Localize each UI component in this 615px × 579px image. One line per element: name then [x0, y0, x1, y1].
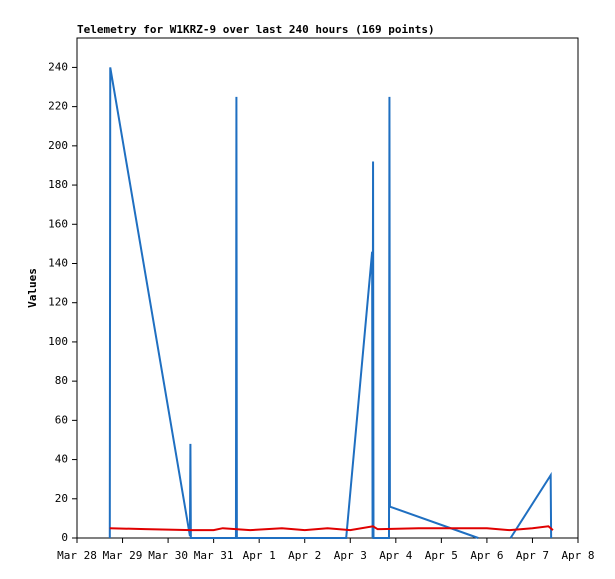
chart-title: Telemetry for W1KRZ-9 over last 240 hour…	[77, 23, 435, 36]
y-tick-label: 140	[48, 256, 68, 269]
x-tick-label: Apr 6	[470, 549, 503, 562]
y-tick-label: 240	[48, 60, 68, 73]
y-tick-label: 0	[61, 531, 68, 544]
x-tick-label: Apr 5	[425, 549, 458, 562]
y-tick-label: 100	[48, 335, 68, 348]
x-tick-label: Mar 30	[148, 549, 188, 562]
x-tick-label: Mar 29	[103, 549, 143, 562]
x-tick-label: Apr 8	[561, 549, 594, 562]
x-tick-label: Apr 2	[288, 549, 321, 562]
series-line	[108, 67, 553, 539]
y-tick-label: 40	[55, 453, 68, 466]
y-tick-label: 220	[48, 100, 68, 113]
y-tick-label: 80	[55, 374, 68, 387]
x-tick-label: Mar 28	[57, 549, 97, 562]
x-tick-label: Apr 3	[334, 549, 367, 562]
y-tick-label: 160	[48, 217, 68, 230]
series-line	[109, 525, 554, 532]
y-tick-label: 200	[48, 139, 68, 152]
x-tick-label: Apr 1	[243, 549, 276, 562]
x-tick-label: Apr 7	[516, 549, 549, 562]
y-tick-label: 20	[55, 492, 68, 505]
y-axis-label: Values	[26, 268, 39, 308]
y-tick-label: 180	[48, 178, 68, 191]
x-tick-label: Apr 4	[379, 549, 412, 562]
y-tick-label: 120	[48, 296, 68, 309]
x-tick-label: Mar 31	[194, 549, 234, 562]
y-tick-label: 60	[55, 413, 68, 426]
